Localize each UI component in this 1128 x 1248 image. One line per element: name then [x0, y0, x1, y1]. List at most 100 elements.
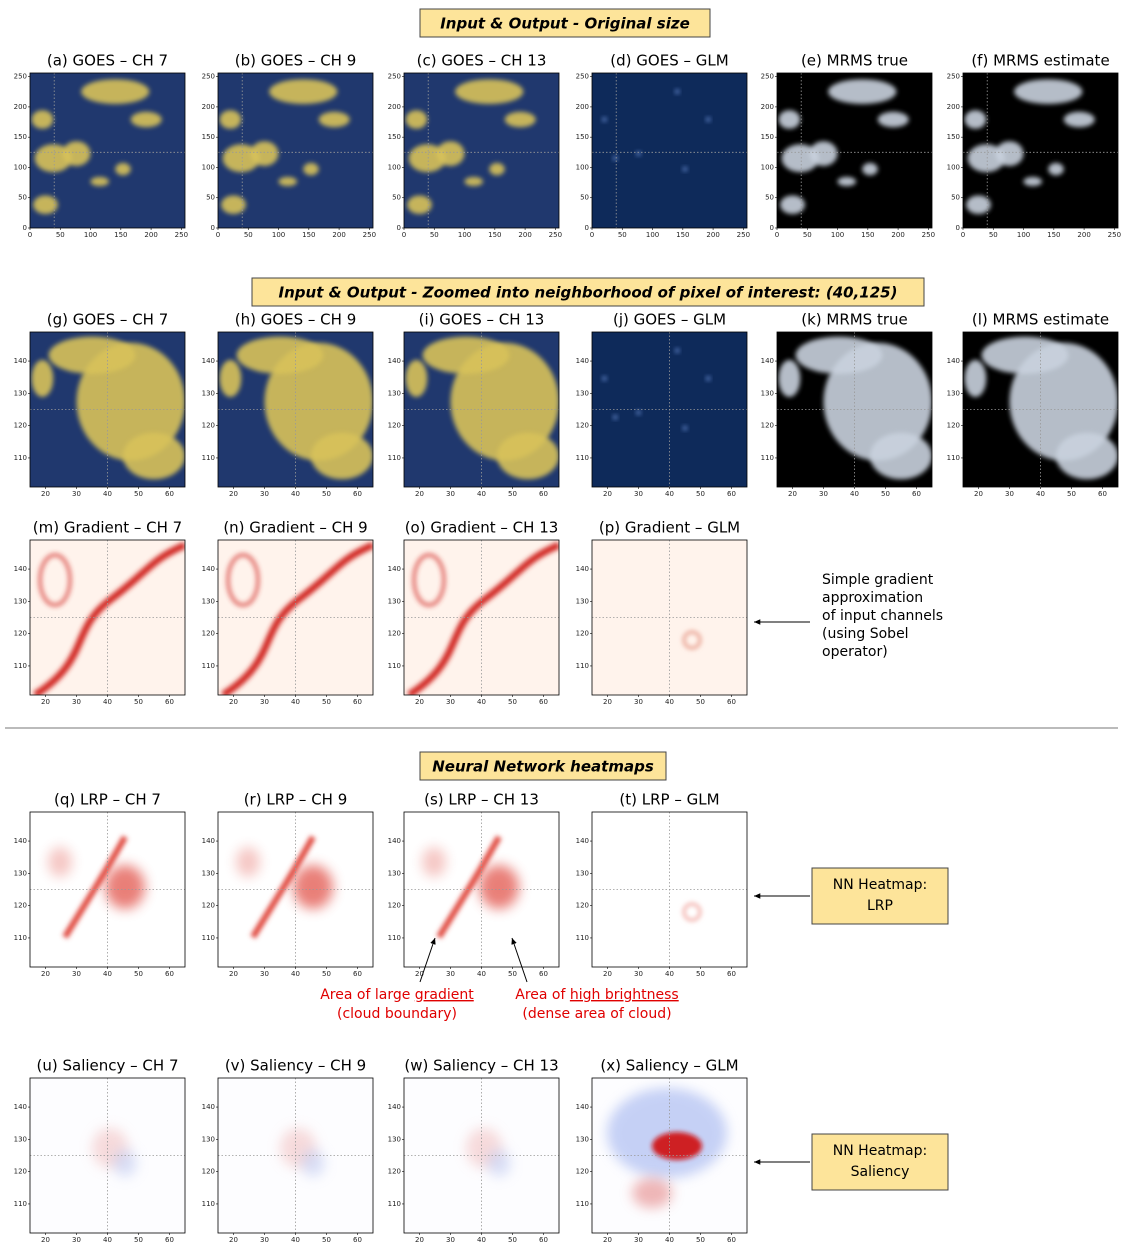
x-tick-label: 40 [103, 490, 112, 498]
x-tick-label: 40 [103, 1236, 112, 1244]
y-tick-label: 120 [388, 1168, 401, 1176]
cloud [269, 79, 338, 104]
x-tick-label: 250 [737, 231, 750, 239]
cloud [612, 414, 618, 420]
x-tick-label: 50 [618, 231, 627, 239]
x-tick-label: 50 [56, 231, 65, 239]
callout-underlined: high brightness [570, 987, 679, 1003]
x-tick-label: 60 [353, 970, 362, 978]
sal-red [652, 1132, 702, 1160]
y-tick-label: 140 [576, 837, 589, 845]
cloud [674, 89, 680, 94]
y-tick-label: 200 [202, 103, 215, 111]
cloud [221, 195, 246, 215]
sal-blue [607, 1088, 727, 1178]
x-tick-label: 60 [353, 1236, 362, 1244]
cloud [964, 110, 987, 129]
y-tick-label: 100 [14, 163, 27, 171]
x-tick-label: 30 [819, 490, 828, 498]
callout-underlined: gradient [415, 987, 474, 1003]
x-tick-label: 50 [322, 490, 331, 498]
y-tick-label: 120 [202, 422, 215, 430]
y-tick-label: 120 [761, 422, 774, 430]
cloud [682, 166, 688, 172]
x-tick-label: 50 [134, 698, 143, 706]
x-tick-label: 50 [322, 698, 331, 706]
gradient-ridge [407, 541, 559, 695]
cloud [1063, 111, 1095, 128]
y-tick-label: 200 [14, 103, 27, 111]
cloud [236, 336, 324, 374]
x-tick-label: 60 [1098, 490, 1107, 498]
lrp-left [422, 847, 446, 877]
x-tick-label: 40 [291, 490, 300, 498]
panel-image [963, 73, 1118, 228]
x-tick-label: 50 [696, 698, 705, 706]
cloud [407, 195, 432, 215]
x-tick-label: 30 [72, 698, 81, 706]
cloud [877, 111, 909, 128]
x-tick-label: 50 [244, 231, 253, 239]
y-tick-label: 130 [14, 597, 27, 605]
y-tick-label: 200 [761, 103, 774, 111]
axes-frame [776, 72, 933, 229]
y-tick-label: 150 [947, 133, 960, 141]
y-tick-label: 110 [576, 934, 589, 942]
y-tick-label: 140 [14, 565, 27, 573]
panel-title: (w) Saliency – CH 13 [404, 1057, 558, 1075]
x-tick-label: 200 [144, 231, 157, 239]
x-tick-label: 40 [477, 1236, 486, 1244]
y-tick-label: 120 [576, 1168, 589, 1176]
y-tick-label: 150 [388, 133, 401, 141]
cloud [636, 151, 641, 156]
y-tick-label: 130 [576, 597, 589, 605]
y-tick-label: 120 [202, 902, 215, 910]
x-tick-label: 40 [850, 490, 859, 498]
banner-text: Input & Output - Original size [440, 15, 690, 33]
x-tick-label: 0 [28, 231, 32, 239]
cloud [602, 376, 607, 381]
x-tick-label: 50 [322, 970, 331, 978]
cloud [408, 144, 446, 173]
cloud [809, 141, 838, 167]
x-tick-label: 60 [353, 490, 362, 498]
x-tick-label: 20 [603, 490, 612, 498]
sal-blue [113, 1149, 137, 1177]
y-tick-label: 50 [18, 194, 27, 202]
y-tick-label: 100 [202, 163, 215, 171]
callout-arrow [419, 937, 436, 983]
y-tick-label: 150 [14, 133, 27, 141]
x-tick-label: 40 [291, 698, 300, 706]
x-tick-label: 50 [696, 970, 705, 978]
y-tick-label: 120 [388, 422, 401, 430]
panel-title: (q) LRP – CH 7 [54, 791, 161, 809]
cloud [780, 195, 805, 215]
x-tick-label: 60 [727, 490, 736, 498]
y-tick-label: 140 [388, 837, 401, 845]
callout-prefix: Area of [515, 987, 570, 1003]
banner-text: Neural Network heatmaps [432, 758, 654, 776]
y-tick-label: 0 [397, 224, 401, 232]
cloud [311, 432, 373, 480]
cloud [48, 336, 136, 374]
y-tick-label: 130 [388, 1135, 401, 1143]
sal-red-low [632, 1178, 672, 1208]
x-tick-label: 50 [1067, 490, 1076, 498]
cloud [405, 359, 428, 398]
x-tick-label: 60 [727, 970, 736, 978]
x-tick-label: 20 [41, 1236, 50, 1244]
cloud [31, 110, 54, 129]
x-tick-label: 30 [72, 970, 81, 978]
y-tick-label: 120 [14, 630, 27, 638]
y-tick-label: 110 [576, 662, 589, 670]
cloud [682, 425, 688, 431]
y-tick-label: 140 [576, 565, 589, 573]
x-tick-label: 250 [922, 231, 935, 239]
y-tick-label: 0 [956, 224, 960, 232]
x-tick-label: 100 [272, 231, 285, 239]
y-tick-label: 100 [761, 163, 774, 171]
y-tick-label: 130 [14, 869, 27, 877]
panel-image [218, 73, 373, 228]
x-tick-label: 200 [1077, 231, 1090, 239]
x-tick-label: 40 [665, 970, 674, 978]
